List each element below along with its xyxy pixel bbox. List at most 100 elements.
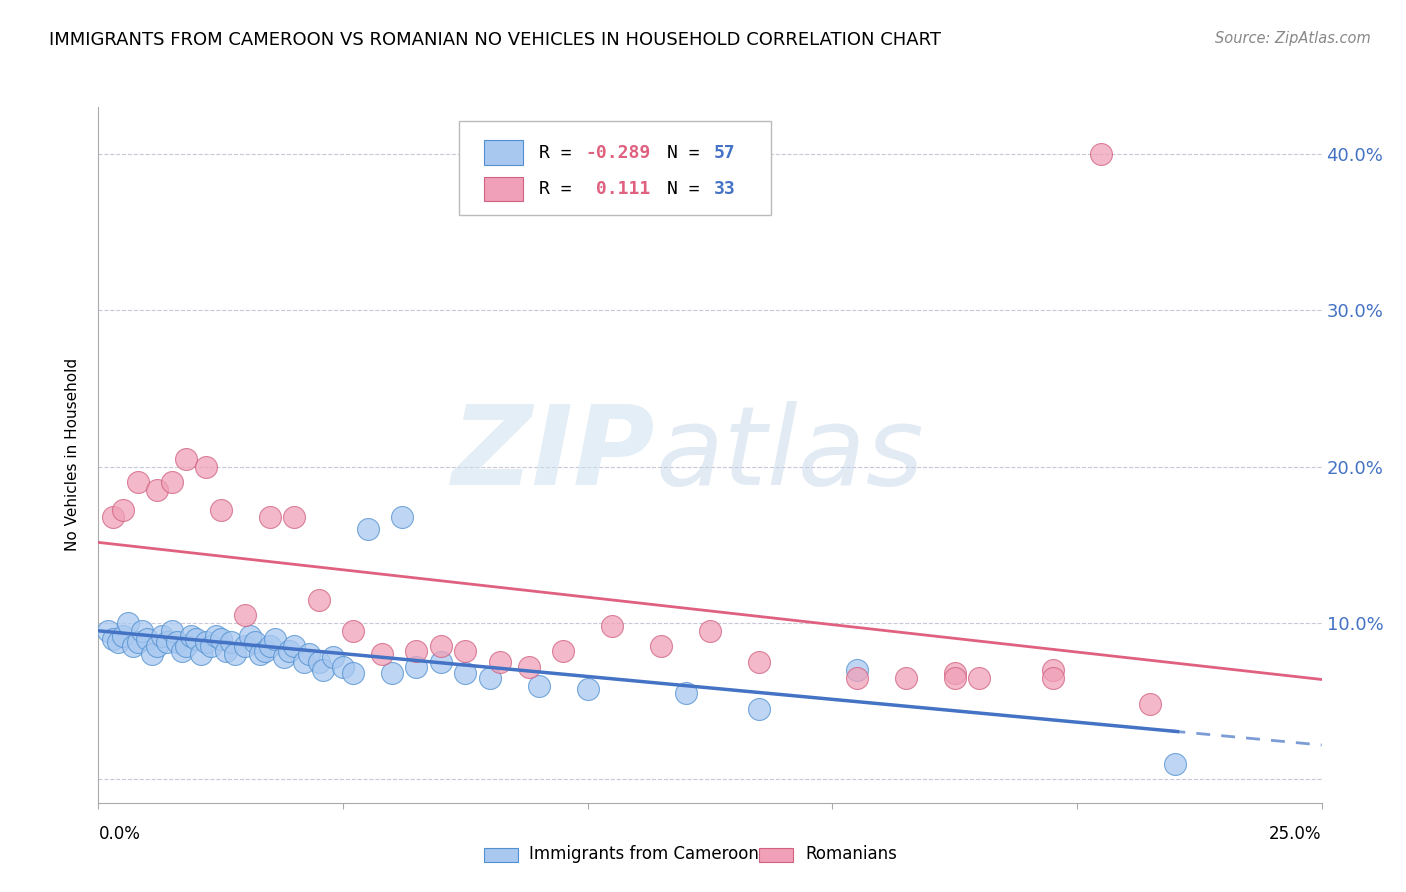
Text: Romanians: Romanians xyxy=(806,845,897,863)
Point xyxy=(322,650,344,665)
FancyBboxPatch shape xyxy=(484,848,517,862)
Point xyxy=(576,681,599,696)
FancyBboxPatch shape xyxy=(484,140,523,165)
Point xyxy=(200,640,222,654)
Point xyxy=(391,509,413,524)
Point xyxy=(239,628,262,642)
Point xyxy=(160,475,183,490)
Text: Immigrants from Cameroon: Immigrants from Cameroon xyxy=(529,845,759,863)
Point xyxy=(1139,698,1161,712)
Text: 33: 33 xyxy=(714,180,735,198)
Point xyxy=(136,632,159,646)
Point xyxy=(233,640,256,654)
Point xyxy=(190,647,212,661)
Point xyxy=(943,666,966,681)
Point xyxy=(298,647,321,661)
Point xyxy=(259,640,281,654)
Point xyxy=(107,634,129,648)
Point xyxy=(195,459,218,474)
Point xyxy=(845,663,868,677)
Text: Source: ZipAtlas.com: Source: ZipAtlas.com xyxy=(1215,31,1371,46)
Text: 57: 57 xyxy=(714,144,735,162)
Point xyxy=(141,647,163,661)
Point xyxy=(224,647,246,661)
Point xyxy=(1164,756,1187,771)
Point xyxy=(478,671,501,685)
Point xyxy=(553,644,575,658)
Point xyxy=(127,475,149,490)
Point xyxy=(292,655,315,669)
Point xyxy=(243,634,266,648)
Point xyxy=(176,451,198,466)
Point xyxy=(600,619,623,633)
Point xyxy=(111,628,134,642)
Point xyxy=(283,640,305,654)
Point xyxy=(249,647,271,661)
Point xyxy=(430,655,453,669)
Point xyxy=(259,509,281,524)
Point xyxy=(263,632,285,646)
Point xyxy=(283,509,305,524)
Point xyxy=(146,483,169,497)
Point xyxy=(195,634,218,648)
Point xyxy=(209,503,232,517)
Point xyxy=(156,634,179,648)
Point xyxy=(454,644,477,658)
Point xyxy=(233,608,256,623)
Point xyxy=(101,509,124,524)
Point xyxy=(748,655,770,669)
FancyBboxPatch shape xyxy=(759,848,793,862)
Text: 25.0%: 25.0% xyxy=(1270,825,1322,843)
Point xyxy=(131,624,153,638)
Point xyxy=(101,632,124,646)
FancyBboxPatch shape xyxy=(484,177,523,201)
Point xyxy=(160,624,183,638)
Point xyxy=(253,644,276,658)
FancyBboxPatch shape xyxy=(460,121,772,215)
Text: R =: R = xyxy=(538,144,582,162)
Point xyxy=(111,503,134,517)
Point xyxy=(405,660,427,674)
Point xyxy=(166,634,188,648)
Point xyxy=(278,644,301,658)
Text: N =: N = xyxy=(668,144,710,162)
Point xyxy=(1042,671,1064,685)
Text: ZIP: ZIP xyxy=(451,401,655,508)
Point xyxy=(186,632,208,646)
Point xyxy=(527,679,550,693)
Point xyxy=(170,644,193,658)
Text: R =: R = xyxy=(538,180,582,198)
Point xyxy=(308,655,330,669)
Point xyxy=(650,640,672,654)
Point xyxy=(1090,147,1112,161)
Point xyxy=(342,624,364,638)
Point xyxy=(219,634,242,648)
Point xyxy=(381,666,404,681)
Point xyxy=(332,660,354,674)
Point xyxy=(150,628,173,642)
Point xyxy=(1042,663,1064,677)
Point xyxy=(342,666,364,681)
Point xyxy=(748,702,770,716)
Point xyxy=(430,640,453,654)
Point xyxy=(356,522,378,536)
Point xyxy=(454,666,477,681)
Y-axis label: No Vehicles in Household: No Vehicles in Household xyxy=(65,359,80,551)
Point xyxy=(675,686,697,700)
Text: atlas: atlas xyxy=(655,401,924,508)
Point xyxy=(312,663,335,677)
Point xyxy=(308,592,330,607)
Point xyxy=(371,647,394,661)
Point xyxy=(205,628,228,642)
Point xyxy=(405,644,427,658)
Text: IMMIGRANTS FROM CAMEROON VS ROMANIAN NO VEHICLES IN HOUSEHOLD CORRELATION CHART: IMMIGRANTS FROM CAMEROON VS ROMANIAN NO … xyxy=(49,31,941,49)
Point xyxy=(894,671,917,685)
Point xyxy=(146,640,169,654)
Point xyxy=(97,624,120,638)
Point xyxy=(699,624,721,638)
Text: -0.289: -0.289 xyxy=(585,144,651,162)
Text: 0.0%: 0.0% xyxy=(98,825,141,843)
Point xyxy=(845,671,868,685)
Point xyxy=(273,650,295,665)
Point xyxy=(121,640,143,654)
